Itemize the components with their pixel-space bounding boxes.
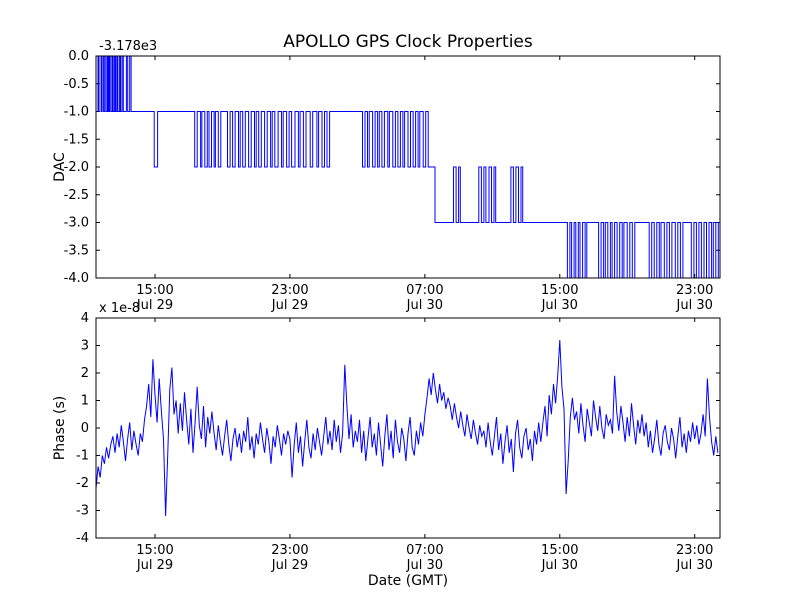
dac-data-line [96, 56, 720, 278]
y-tick-label: 3 [81, 339, 89, 354]
y-tick-label: -3 [76, 504, 89, 519]
x-tick-label-time: 07:00 [406, 283, 443, 298]
x-tick-label-time: 23:00 [676, 543, 713, 558]
y-tick-label: 0 [81, 421, 89, 436]
y-tick-label: -0.5 [64, 77, 89, 92]
x-tick-label-date: Jul 30 [406, 298, 443, 313]
y-tick-label: -1 [76, 449, 89, 464]
x-tick-label-date: Jul 30 [676, 558, 713, 573]
dac-axes-frame [95, 55, 721, 279]
y-tick-label: 1 [81, 394, 89, 409]
phase-data-line [96, 339, 719, 517]
x-tick-label-date: Jul 30 [676, 298, 713, 313]
y-tick-label: -3.5 [64, 243, 89, 258]
y-tick-label: -4 [76, 531, 89, 546]
x-tick-label-date: Jul 29 [271, 558, 308, 573]
x-tick-label-date: Jul 29 [271, 298, 308, 313]
y-tick-label: -2 [76, 476, 89, 491]
x-tick-label-date: Jul 29 [136, 298, 173, 313]
x-tick-label-date: Jul 29 [136, 558, 173, 573]
y-tick-label: -2.0 [64, 160, 89, 175]
y-tick-label: -4.0 [64, 271, 89, 286]
x-tick-label-time: 23:00 [271, 543, 308, 558]
y-tick-label: 0.0 [68, 49, 89, 64]
x-tick-label-time: 23:00 [676, 283, 713, 298]
y-tick-label: -1.5 [64, 132, 89, 147]
x-axis-label: Date (GMT) [367, 573, 449, 589]
dac-y-axis-label: DAC [52, 152, 68, 182]
phase-y-axis-label: Phase (s) [52, 395, 68, 461]
chart-title: APOLLO GPS Clock Properties [283, 32, 533, 52]
x-tick-label-time: 07:00 [406, 543, 443, 558]
x-tick-label-time: 15:00 [136, 283, 173, 298]
dac-axis-offset-label: -3.178e3 [99, 39, 158, 54]
y-tick-label: -1.0 [64, 105, 89, 120]
y-tick-label: -3.0 [64, 216, 89, 231]
phase-axis-multiplier-label: x 1e-8 [99, 301, 141, 316]
x-tick-label-date: Jul 30 [406, 558, 443, 573]
x-tick-label-date: Jul 30 [541, 298, 578, 313]
y-tick-label: 4 [81, 311, 89, 326]
phase-axes-frame [95, 317, 721, 539]
x-tick-label-time: 15:00 [136, 543, 173, 558]
y-tick-label: -2.5 [64, 188, 89, 203]
x-tick-label-time: 15:00 [541, 283, 578, 298]
x-tick-label-time: 23:00 [271, 283, 308, 298]
x-tick-label-time: 15:00 [541, 543, 578, 558]
y-tick-label: 2 [81, 366, 89, 381]
x-tick-label-date: Jul 30 [541, 558, 578, 573]
